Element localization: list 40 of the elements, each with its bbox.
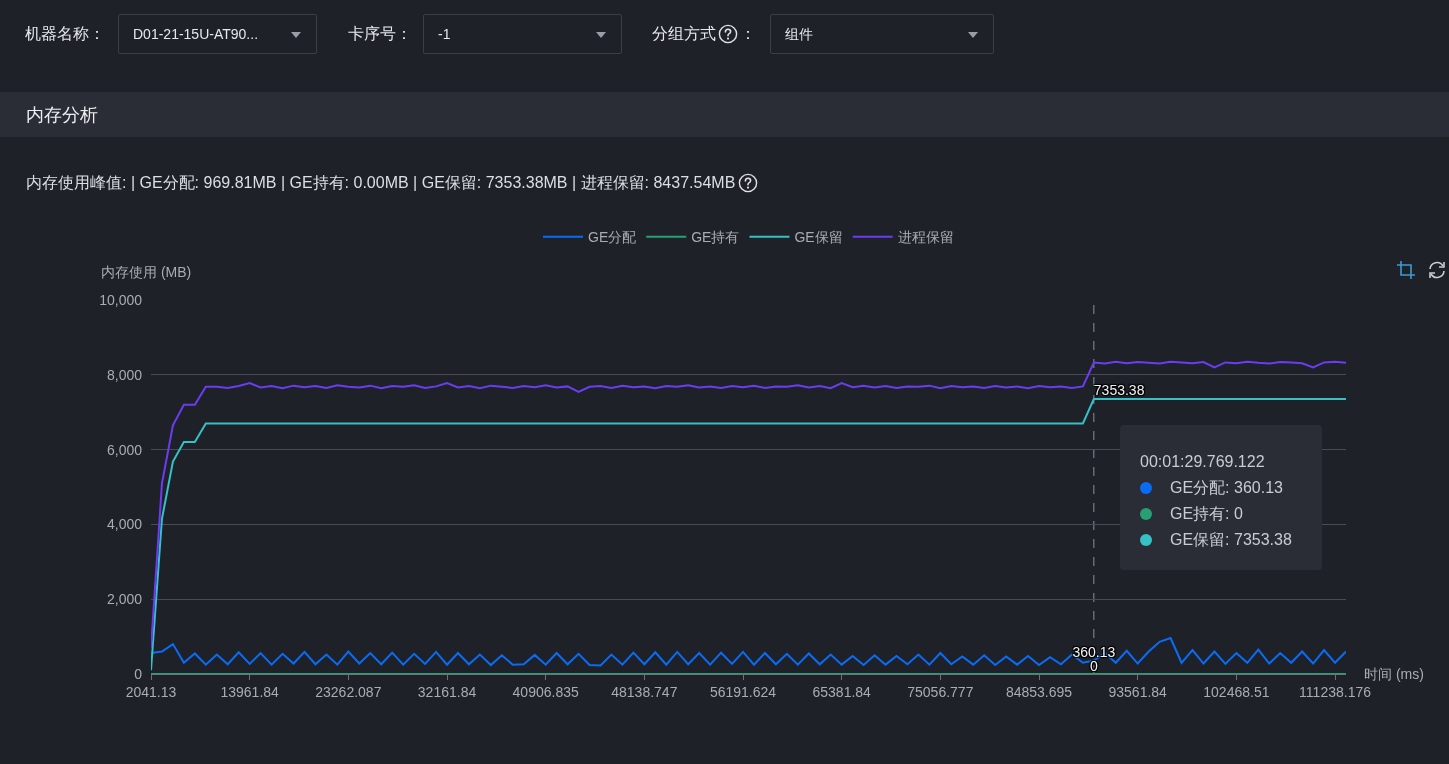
text: 分组方式 (652, 24, 716, 44)
line-series (151, 360, 1346, 649)
x-tick-label: 65381.84 (812, 683, 872, 700)
chart-title: 内存分析 (26, 104, 98, 126)
annotation: GE持有: 0 (1170, 504, 1243, 524)
text: 组件 (785, 25, 813, 43)
y-axis-title: 内存使用 (MB) (101, 264, 192, 280)
x-tick-label: 13961.84 (220, 683, 280, 700)
legend-label: GE持有 (691, 229, 740, 246)
text: D01-21-15U-AT90... (133, 25, 259, 43)
text: 机器名称： (25, 24, 105, 44)
y-tick-label: 8,000 (106, 366, 143, 383)
x-tick-label: 102468.51 (1203, 683, 1270, 700)
annotation: 00:01:29.769.122 (1140, 452, 1265, 472)
y-tick-label: 6,000 (106, 441, 143, 458)
x-tick-label: 32161.84 (417, 683, 477, 700)
x-tick-label: 23262.087 (315, 683, 382, 700)
annotation: GE保留: 7353.38 (1170, 530, 1292, 550)
x-tick-label: 93561.84 (1108, 683, 1168, 700)
y-tick-label: 0 (134, 665, 143, 682)
legend-label: 进程保留 (897, 229, 954, 246)
y-tick-label: 4,000 (106, 516, 143, 533)
x-tick-label: 111238.176 (1299, 683, 1372, 700)
data-label: 7353.38 (1093, 382, 1145, 399)
x-tick-label: 56191.624 (709, 683, 777, 700)
x-tick-label: 75056.777 (907, 683, 974, 700)
legend-label: GE保留 (794, 229, 843, 246)
annotation: GE分配: 360.13 (1170, 478, 1283, 498)
x-tick-label: 84853.695 (1005, 683, 1073, 700)
x-axis-title: 时间 (ms) (1364, 666, 1424, 682)
legend-label: GE分配 (588, 229, 637, 246)
x-tick-label: 40906.835 (512, 683, 579, 700)
chart-subtitle: 内存使用峰值: | GE分配: 969.81MB | GE持有: 0.00MB | GE保留: 7353.38MB | 进程保留: 8437.54MB (26, 173, 736, 193)
text: -1 (438, 25, 451, 43)
x-tick-label: 2041.13 (125, 683, 177, 700)
y-tick-label: 10,000 (99, 291, 143, 308)
text: ： (740, 24, 756, 44)
y-tick-label: 2,000 (106, 591, 143, 608)
text: 卡序号： (348, 24, 412, 44)
x-tick-label: 48138.747 (611, 683, 678, 700)
